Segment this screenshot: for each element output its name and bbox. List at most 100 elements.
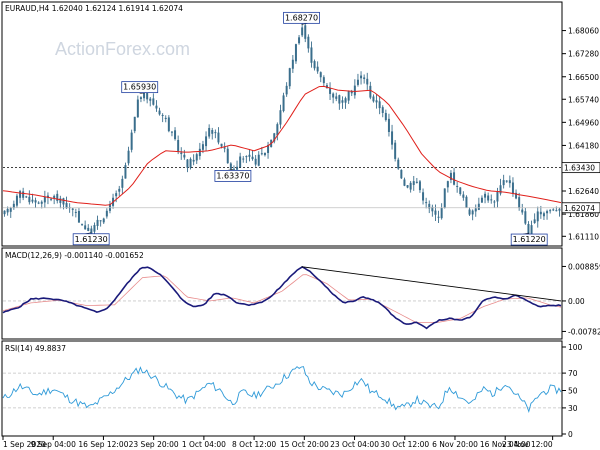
macd-signal-line	[2, 274, 562, 323]
rsi-y-axis: 100 70 50 30 0	[3, 343, 583, 439]
price-candle	[198, 148, 201, 157]
price-candle	[350, 91, 353, 94]
price-candle	[515, 192, 518, 199]
price-candle	[90, 228, 93, 234]
price-candle	[22, 191, 25, 198]
price-candle	[322, 77, 325, 84]
resistance-level: 1.63430	[3, 162, 600, 174]
price-annotation: 1.68270	[285, 13, 318, 22]
price-annotation-box	[510, 233, 548, 246]
price-candle	[508, 180, 511, 184]
x-tick-label: 15 Oct 20:00	[280, 440, 329, 449]
price-candle	[412, 181, 415, 185]
price-candle	[6, 208, 9, 213]
price-candle	[186, 159, 189, 168]
price-candle	[201, 144, 204, 150]
price-panel: EURAUD,H4 1.62040 1.62124 1.61914 1.6207…	[1, 1, 600, 247]
price-candle	[372, 96, 375, 102]
price-candle	[99, 220, 102, 222]
watermark: ActionForex.com	[55, 39, 190, 59]
price-candle	[558, 208, 561, 211]
price-candle	[74, 211, 77, 213]
price-candle	[31, 199, 34, 202]
price-candle	[183, 154, 186, 158]
price-candle	[465, 196, 468, 208]
price-candle	[474, 208, 477, 212]
price-candle	[539, 211, 542, 215]
price-candle	[229, 163, 232, 169]
macd-panel: MACD(12,26,9) -0.001140 -0.001652 0.0088…	[1, 247, 600, 340]
price-candle	[546, 211, 549, 214]
price-candle	[208, 127, 211, 137]
price-candle	[437, 216, 440, 218]
price-y-tick-label: 1.61860	[568, 210, 599, 219]
macd-y-tick-label: -0.007826	[568, 327, 600, 336]
price-candle	[59, 198, 62, 203]
price-candle	[518, 197, 521, 208]
price-candle	[484, 193, 487, 198]
price-candle	[347, 91, 350, 101]
price-candle	[121, 178, 124, 188]
rsi-y-tick-label: 100	[568, 343, 583, 352]
price-candle	[356, 79, 359, 85]
price-candle	[37, 202, 40, 204]
price-candle	[490, 199, 493, 201]
price-candle	[363, 77, 366, 79]
macd-y-axis: 0.008859 0.00 -0.007826	[562, 262, 600, 336]
price-candle	[260, 153, 263, 155]
rsi-series	[2, 366, 562, 413]
price-candle	[105, 210, 108, 217]
price-candle	[239, 156, 242, 168]
price-candle	[307, 36, 310, 49]
price-candle	[25, 196, 28, 198]
rsi-panel-frame	[1, 340, 563, 437]
current-price-label: 1.62074	[564, 204, 595, 213]
price-candle	[43, 196, 46, 203]
price-candle	[387, 118, 390, 133]
x-tick-label: 1 Oct 04:00	[182, 440, 226, 449]
price-candle	[298, 37, 301, 44]
price-candle	[195, 154, 198, 161]
price-annotation-box	[72, 233, 110, 246]
price-candle	[217, 132, 220, 143]
price-candle	[9, 207, 12, 212]
x-tick-label: 30 Oct 12:00	[380, 440, 429, 449]
price-candle	[167, 117, 170, 132]
price-candle	[71, 208, 74, 210]
price-candle	[381, 107, 384, 113]
price-candle	[502, 180, 505, 186]
price-candle	[418, 181, 421, 191]
price-candle	[152, 98, 155, 105]
price-candle	[220, 143, 223, 147]
price-candle	[87, 227, 90, 231]
price-candle	[170, 131, 173, 133]
price-candle	[15, 195, 18, 206]
price-candle	[53, 195, 56, 199]
price-annotation-box	[121, 81, 159, 94]
price-candle	[471, 210, 474, 215]
price-candle	[276, 124, 279, 136]
price-candle	[549, 210, 552, 212]
price-candle	[335, 96, 338, 99]
price-candle	[130, 132, 133, 150]
price-candle	[425, 202, 428, 204]
x-tick-label: 1 Sep 2020	[3, 440, 46, 449]
price-candle	[406, 185, 409, 188]
x-tick-label: 23 Nov 12:00	[502, 440, 553, 449]
price-candle	[146, 90, 149, 100]
price-candle	[84, 225, 87, 230]
price-y-tick-label: 1.66500	[568, 73, 599, 82]
price-candle	[533, 219, 536, 223]
price-candle	[403, 179, 406, 186]
price-y-tick-label: 1.67280	[568, 50, 599, 59]
price-annotation-box	[283, 11, 320, 24]
price-candle	[143, 92, 146, 99]
price-y-tick-label: 1.68060	[568, 27, 599, 36]
price-candle	[391, 131, 394, 145]
macd-y-tick-label: 0.00	[568, 297, 585, 306]
price-candle	[313, 61, 316, 69]
x-tick-label: 6 Nov 20:00	[432, 440, 478, 449]
price-candle	[257, 154, 260, 166]
price-candle	[453, 172, 456, 185]
